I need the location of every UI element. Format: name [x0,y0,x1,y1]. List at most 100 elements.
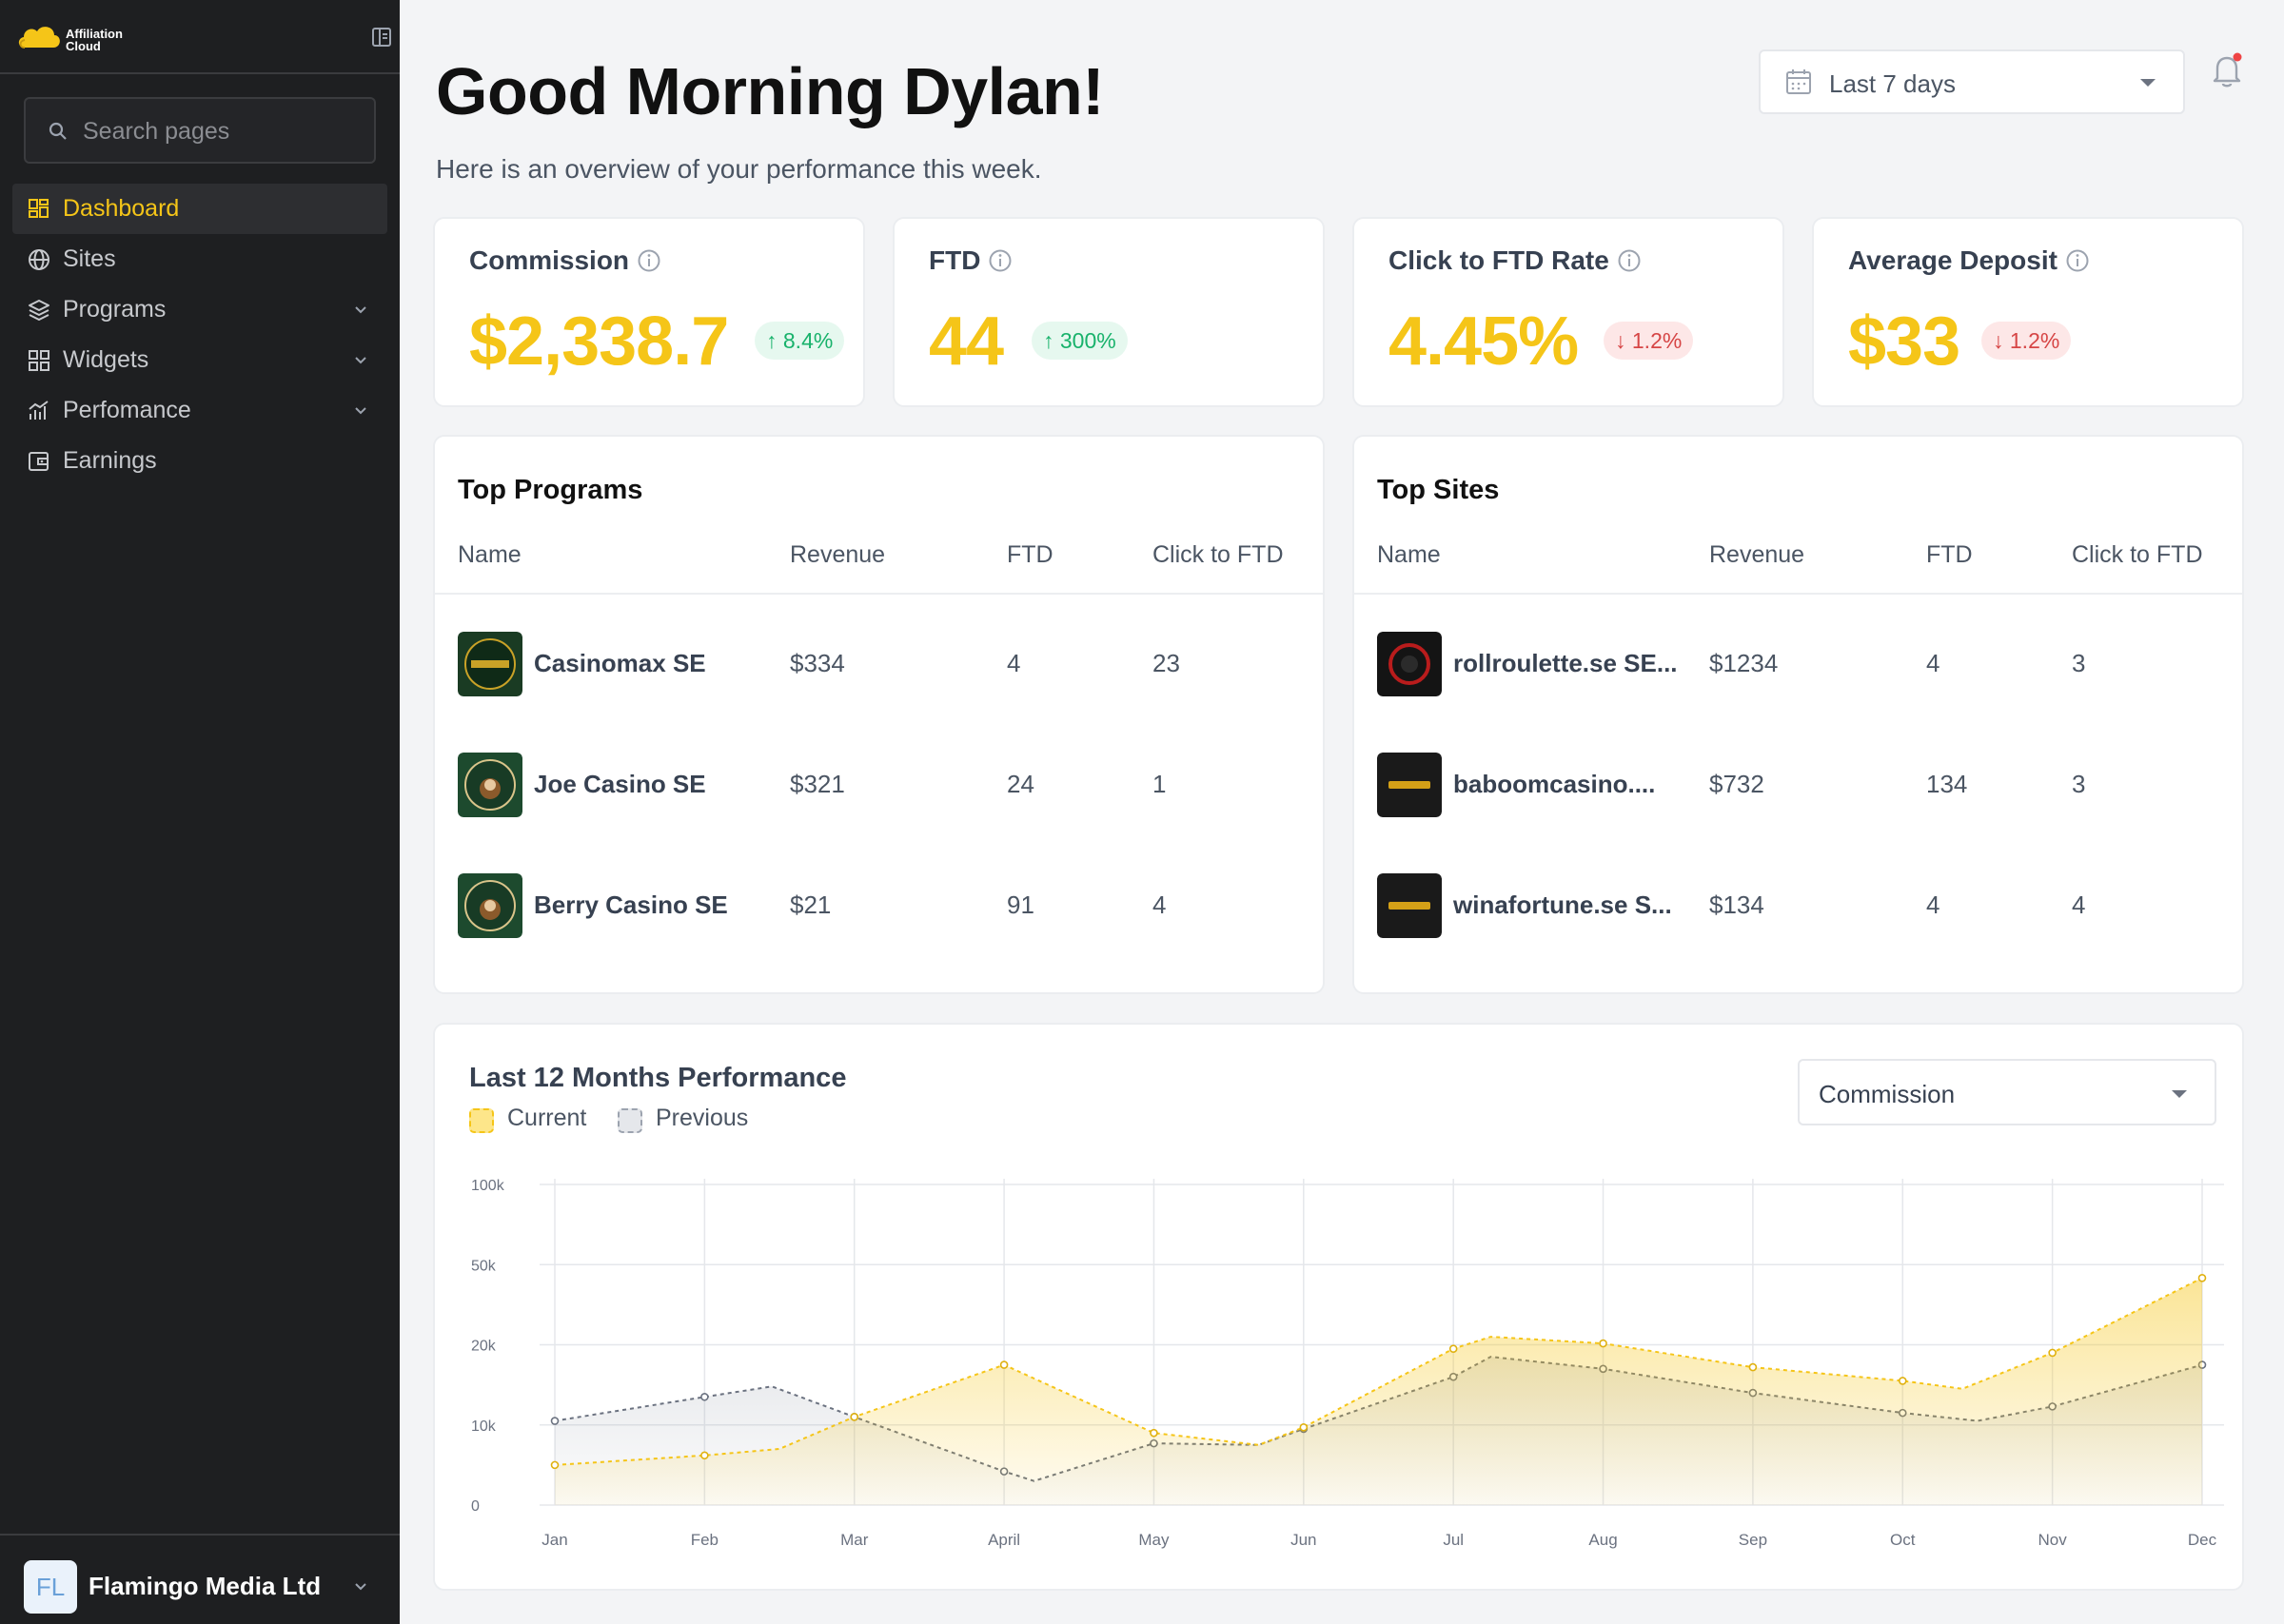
table-row[interactable]: rollroulette.se SE... $1234 4 3 [1354,632,2242,753]
click-to-ftd-cell: 3 [2072,649,2086,677]
sidebar-item-label: Dashboard [63,195,180,222]
kpi-title: FTD [929,245,1013,276]
info-icon[interactable] [988,248,1013,273]
x-tick-label: April [988,1531,1020,1549]
table-row[interactable]: Joe Casino SE $321 24 1 [435,753,1323,873]
grid-icon [29,199,49,218]
chevron-down-icon [355,306,366,314]
search-input[interactable]: Search pages [24,97,376,164]
x-tick-label: May [1138,1531,1170,1549]
sidebar-item-label: Perfomance [63,397,191,423]
program-logo-icon [458,873,522,938]
sidebar-item-widgets[interactable]: Widgets [12,335,387,385]
legend-label: Current [507,1105,587,1131]
header-divider [435,593,1323,595]
ftd-cell: 24 [1007,770,1034,798]
account-switcher[interactable]: FL Flamingo Media Ltd [0,1534,400,1624]
search-icon [49,122,67,140]
widgets-icon [29,350,49,371]
column-header-name: Name [1377,541,1441,568]
column-header-name: Name [458,541,522,568]
change-badge: ↓ 1.2% [1604,322,1694,360]
metric-value: Commission [1819,1080,1956,1108]
program-logo-icon [458,753,522,817]
data-point [1299,1422,1309,1432]
site-logo-icon [1377,753,1442,817]
arrow-down-icon: ↓ [1993,328,2010,353]
table-row[interactable]: baboomcasino.... $732 134 3 [1354,753,2242,873]
column-header-ftd: FTD [1007,541,1053,568]
data-point [1448,1344,1458,1354]
x-tick-label: Jul [1443,1531,1464,1549]
kpi-card-ftd: FTD 44 ↑ 300% [893,217,1325,407]
kpi-value: $2,338.7 [469,303,729,380]
wallet-icon [29,452,49,471]
performance-card: 0 10k 20k 50k 100k Jan Feb Mar April May Jun Jul Aug… [433,1023,2244,1591]
chart-title: Last 12 Months Performance [469,1063,847,1093]
x-tick-label: Jun [1290,1531,1316,1549]
info-icon[interactable] [1617,248,1642,273]
click-to-ftd-cell: 3 [2072,770,2086,798]
x-tick-label: Dec [2188,1531,2217,1549]
top-programs-card: Top Programs Name Revenue FTD Click to F… [433,435,1325,994]
revenue-cell: $334 [790,649,845,677]
date-range-select[interactable]: Last 7 days [1759,49,2185,114]
click-to-ftd-cell: 1 [1152,770,1167,798]
x-tick-label: Oct [1890,1531,1916,1549]
info-icon[interactable] [2065,248,2090,273]
legend-swatch [469,1108,494,1133]
info-icon[interactable] [637,248,661,273]
brand-header: Affiliation Cloud [0,0,400,74]
kpi-title-text: FTD [929,245,981,275]
metric-select[interactable]: Commission [1798,1059,2216,1125]
sidebar-item-perfomance[interactable]: Perfomance [12,385,387,436]
y-tick-label: 0 [471,1498,480,1515]
sidebar-item-sites[interactable]: Sites [12,234,387,284]
program-name: Berry Casino SE [534,890,728,919]
account-name: Flamingo Media Ltd [89,1572,322,1600]
column-header-click-to-ftd: Click to FTD [2072,541,2203,568]
sidebar-item-label: Widgets [63,346,149,373]
notification-bell-icon[interactable] [2210,51,2244,89]
kpi-title-text: Commission [469,245,630,275]
brand-name: Affiliation Cloud [66,28,151,52]
site-name: rollroulette.se SE... [1453,649,1678,677]
change-badge: ↑ 8.4% [755,322,845,360]
kpi-card-commission: Commission $2,338.7 ↑ 8.4% [433,217,865,407]
kpi-card-click-to-ftd-rate: Click to FTD Rate 4.45% ↓ 1.2% [1352,217,1784,407]
y-tick-label: 50k [471,1258,497,1274]
site-logo-icon [1377,632,1442,696]
program-name: Casinomax SE [534,649,706,677]
page-title: Good Morning Dylan! [436,54,1105,128]
search-placeholder: Search pages [83,118,230,145]
table-row[interactable]: winafortune.se S... $134 4 4 [1354,873,2242,994]
change-value: 1.2% [1631,328,1683,353]
x-tick-label: Nov [2038,1531,2068,1549]
change-value: 1.2% [2009,328,2060,353]
site-name: baboomcasino.... [1453,770,1656,798]
chevron-down-icon [355,1583,366,1591]
top-sites-card: Top Sites Name Revenue FTD Click to FTD … [1352,435,2244,994]
sidebar-item-dashboard[interactable]: Dashboard [12,184,387,234]
column-header-ftd: FTD [1926,541,1973,568]
table-row[interactable]: Casinomax SE $334 4 23 [435,632,1323,753]
globe-icon [29,249,49,270]
sidebar-toggle-icon[interactable] [371,27,392,48]
performance-chart: 0 10k 20k 50k 100k Jan Feb Mar April May Jun Jul Aug… [471,1178,2224,1549]
kpi-title: Average Deposit [1848,245,2090,276]
change-value: 8.4% [782,328,834,353]
data-point [550,1460,560,1470]
data-point [700,1392,709,1401]
y-tick-label: 10k [471,1419,497,1435]
program-name: Joe Casino SE [534,770,706,798]
kpi-value: $33 [1848,303,1960,380]
ftd-cell: 4 [1007,649,1021,677]
caret-down-icon [2172,1090,2187,1098]
page-subtitle: Here is an overview of your performance … [436,154,1042,184]
sidebar-item-programs[interactable]: Programs [12,284,387,335]
kpi-title-text: Average Deposit [1848,245,2058,275]
sidebar-item-earnings[interactable]: Earnings [12,436,387,486]
kpi-title: Commission [469,245,661,276]
change-value: 300% [1059,328,1116,353]
table-row[interactable]: Berry Casino SE $21 91 4 [435,873,1323,994]
